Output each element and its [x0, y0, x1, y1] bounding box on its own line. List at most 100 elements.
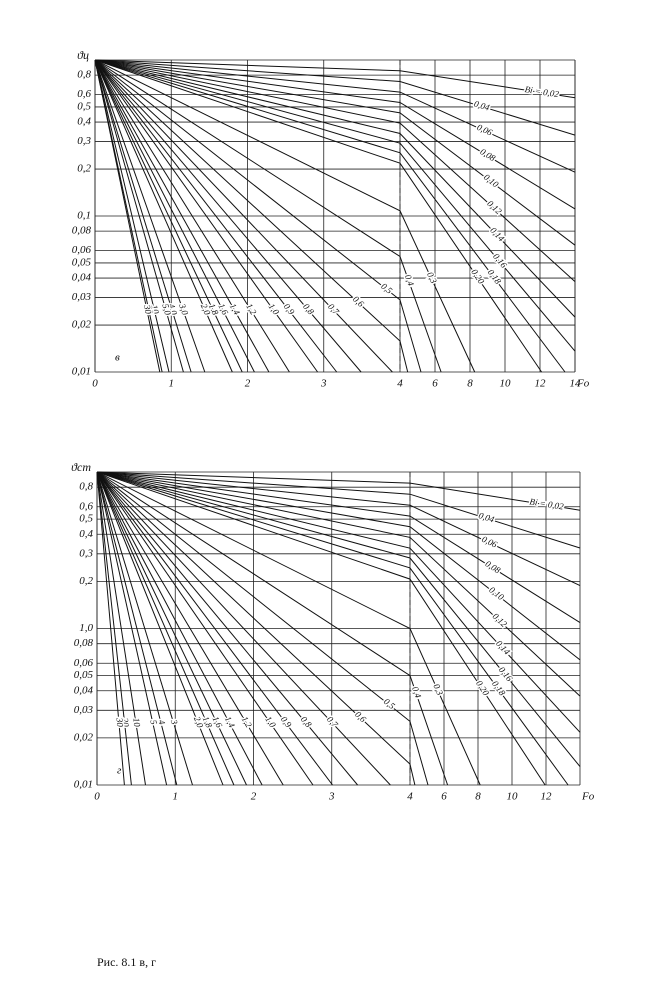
y-tick-label: 0,05	[72, 256, 92, 268]
x-axis-label: Fo	[581, 791, 595, 803]
y-tick-label: 0,4	[77, 116, 91, 128]
y-tick-label: 0,3	[79, 547, 93, 559]
curve	[96, 471, 581, 624]
curve	[96, 471, 581, 767]
y-tick-label: 0,08	[72, 225, 92, 237]
curve	[96, 471, 146, 786]
curve	[94, 59, 255, 373]
curve	[96, 471, 391, 786]
y-tick-label: 0,2	[77, 163, 91, 175]
curve	[96, 471, 263, 786]
y-tick-label: 0,08	[74, 637, 94, 649]
curve	[96, 471, 581, 587]
x-tick-label: 14	[570, 378, 582, 390]
curve	[96, 471, 193, 786]
curve-label: 0,14	[494, 638, 512, 657]
y-tick-label: 0,3	[77, 135, 91, 147]
curve-label: 0,12	[491, 611, 510, 629]
x-tick-label: 10	[500, 378, 512, 390]
curve	[94, 59, 393, 373]
curve	[94, 59, 338, 373]
curve	[94, 59, 576, 352]
x-tick-label: 2	[251, 791, 257, 803]
curve	[96, 471, 178, 786]
curve	[94, 59, 409, 373]
curve-label: Bi = 0,02	[524, 84, 560, 99]
x-axis-label: Fo	[576, 378, 590, 390]
curve-label: 1,4	[223, 715, 237, 730]
curve	[96, 471, 247, 786]
curve	[94, 59, 192, 373]
x-tick-label: 3	[320, 378, 327, 390]
panel-letter: г	[117, 765, 122, 777]
curve	[96, 471, 581, 733]
curve	[94, 59, 243, 373]
curve	[94, 59, 422, 373]
x-tick-label: 6	[441, 791, 447, 803]
curve	[94, 59, 566, 373]
curve-label: 3	[169, 718, 180, 727]
curve-label: 0,7	[325, 714, 340, 729]
y-tick-label: 0,06	[72, 244, 92, 256]
curve-label: 0,18	[490, 679, 508, 698]
curve	[94, 59, 576, 173]
y-tick-label: 0,02	[72, 319, 92, 331]
curve	[96, 471, 581, 661]
x-tick-label: 4	[397, 378, 403, 390]
y-axis-label: ϑст	[71, 460, 91, 474]
curve	[94, 59, 184, 373]
curve-label: 0,3	[431, 682, 445, 697]
x-tick-label: 12	[535, 378, 547, 390]
curve-label: 5,0	[160, 303, 173, 317]
curve	[94, 59, 233, 373]
curve-label: 1,2	[244, 302, 259, 317]
y-tick-label: 0,02	[74, 731, 94, 743]
curve	[96, 471, 284, 786]
curve	[94, 59, 476, 373]
curve-label: 10	[131, 717, 142, 728]
curve	[94, 59, 161, 373]
curve-label: 0,3	[425, 270, 439, 285]
curve	[96, 471, 581, 511]
curve	[94, 59, 576, 99]
x-tick-label: 8	[475, 791, 481, 803]
curve	[94, 59, 576, 318]
x-tick-label: 0	[94, 791, 100, 803]
y-tick-label: 0,4	[79, 528, 93, 540]
curve	[96, 471, 224, 786]
caption: Рис. 8.1 в, г	[97, 955, 156, 969]
curve-label: 20	[120, 717, 131, 728]
curve	[96, 471, 358, 786]
curve-label: 0,14	[488, 225, 506, 244]
y-tick-label: 0,8	[79, 481, 93, 493]
x-tick-label: 4	[407, 791, 413, 803]
curve-label: 0,7	[326, 301, 341, 316]
curve-label: 0,6	[351, 294, 366, 309]
curve-label: 0,12	[485, 198, 504, 216]
x-tick-label: 10	[507, 791, 519, 803]
curve	[96, 471, 314, 786]
curve-label: 0,6	[353, 709, 368, 724]
y-tick-label: 0,04	[74, 684, 94, 696]
curve	[94, 59, 290, 373]
curve	[96, 471, 429, 786]
curve	[94, 59, 170, 373]
y-tick-label: 0,05	[74, 669, 94, 681]
curve-label: 0,06	[475, 122, 494, 138]
x-tick-label: 2	[245, 378, 251, 390]
y-tick-label: 0,8	[77, 69, 91, 81]
curve	[96, 471, 333, 786]
curve-label: 5	[148, 719, 159, 726]
curve	[96, 471, 581, 697]
x-tick-label: 1	[169, 378, 175, 390]
x-tick-label: 8	[467, 378, 473, 390]
curve	[96, 471, 235, 786]
curve-label: 0,08	[479, 146, 498, 163]
y-tick-label: 0,6	[79, 500, 93, 512]
x-tick-label: 3	[328, 791, 335, 803]
y-tick-label: 0,6	[77, 88, 91, 100]
y-tick-label: 0,06	[74, 657, 94, 669]
y-tick-label: 0,5	[77, 100, 91, 112]
curve	[94, 59, 442, 373]
